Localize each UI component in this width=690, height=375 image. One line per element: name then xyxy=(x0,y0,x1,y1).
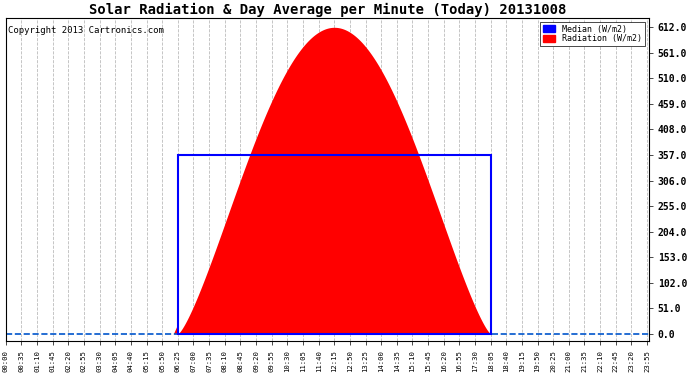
Title: Solar Radiation & Day Average per Minute (Today) 20131008: Solar Radiation & Day Average per Minute… xyxy=(88,3,566,17)
Bar xyxy=(178,155,491,334)
Legend: Median (W/m2), Radiation (W/m2): Median (W/m2), Radiation (W/m2) xyxy=(540,22,644,46)
Text: Copyright 2013 Cartronics.com: Copyright 2013 Cartronics.com xyxy=(8,26,164,35)
